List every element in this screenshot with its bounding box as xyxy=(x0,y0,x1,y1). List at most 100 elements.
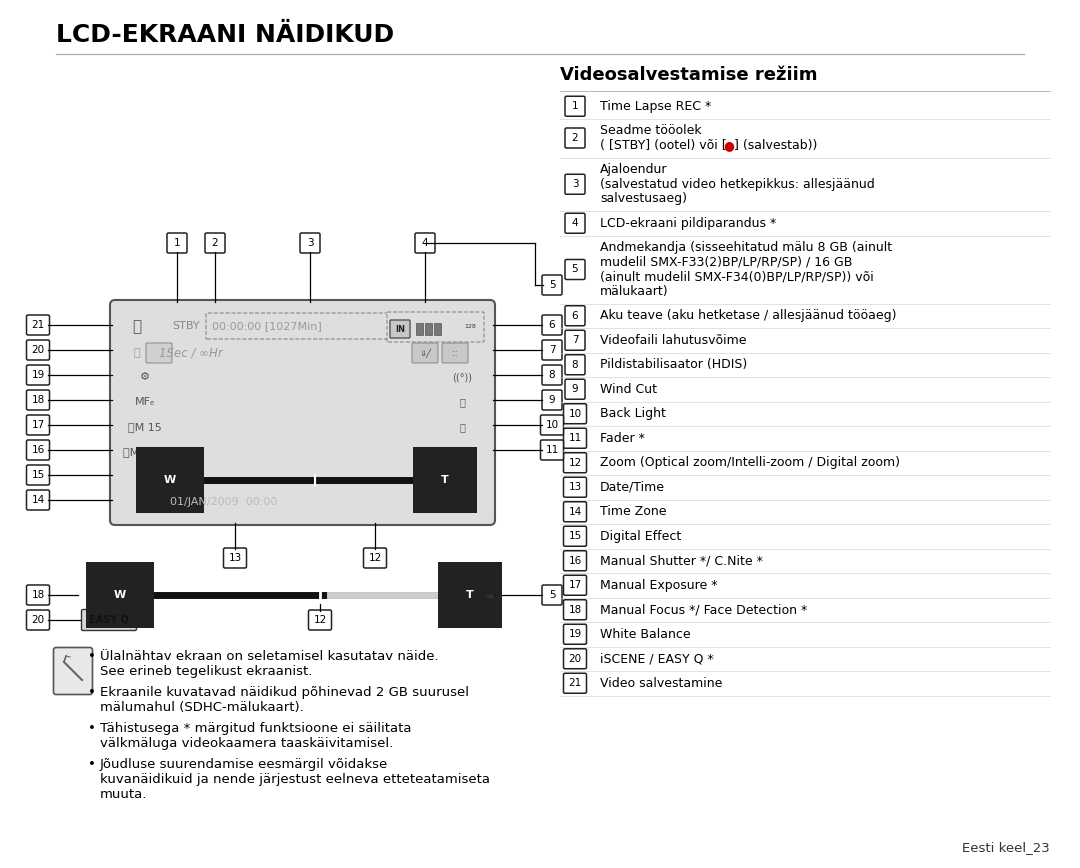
FancyBboxPatch shape xyxy=(146,343,172,363)
FancyBboxPatch shape xyxy=(540,415,564,435)
Text: 18: 18 xyxy=(568,605,582,615)
Text: ::: :: xyxy=(453,348,458,358)
Text: Digital Effect: Digital Effect xyxy=(600,529,681,542)
Text: 9: 9 xyxy=(571,385,578,394)
FancyBboxPatch shape xyxy=(540,440,564,460)
Text: Time Lapse REC *: Time Lapse REC * xyxy=(600,100,712,113)
Text: kuvanäidikuid ja nende järjestust eelneva etteteatamiseta: kuvanäidikuid ja nende järjestust eelnev… xyxy=(100,773,490,786)
Text: •: • xyxy=(87,722,96,735)
Text: 3: 3 xyxy=(307,238,313,248)
Text: Videosalvestamise režiim: Videosalvestamise režiim xyxy=(561,66,818,84)
Text: Tähistusega * märgitud funktsioone ei säilitata: Tähistusega * märgitud funktsioone ei sä… xyxy=(100,722,411,735)
Bar xyxy=(434,323,441,335)
FancyBboxPatch shape xyxy=(565,96,585,116)
FancyBboxPatch shape xyxy=(564,502,586,522)
Text: Wind Cut: Wind Cut xyxy=(600,383,657,396)
FancyBboxPatch shape xyxy=(542,585,562,605)
Text: 15: 15 xyxy=(31,470,44,480)
Text: Manual Exposure *: Manual Exposure * xyxy=(600,579,717,592)
Text: 13: 13 xyxy=(228,553,242,563)
FancyBboxPatch shape xyxy=(27,390,50,410)
Text: 20: 20 xyxy=(31,345,44,355)
Text: 10: 10 xyxy=(545,420,558,430)
Text: Seadme tööolek: Seadme tööolek xyxy=(600,124,702,137)
FancyBboxPatch shape xyxy=(565,260,585,279)
Text: Andmekandja (sisseehitatud mälu 8 GB (ainult: Andmekandja (sisseehitatud mälu 8 GB (ai… xyxy=(600,241,892,254)
Text: 01/JAN/2009  00:00: 01/JAN/2009 00:00 xyxy=(170,497,278,507)
Text: •: • xyxy=(87,758,96,771)
Text: ((°)): ((°)) xyxy=(453,372,472,382)
Text: 13: 13 xyxy=(568,483,582,492)
FancyBboxPatch shape xyxy=(27,490,50,510)
Text: (ainult mudelil SMX-F34(0)BP/LP/RP/SP)) või: (ainult mudelil SMX-F34(0)BP/LP/RP/SP)) … xyxy=(600,270,874,283)
Text: (salvestatud video hetkepikkus: allesjäänud: (salvestatud video hetkepikkus: allesjää… xyxy=(600,178,875,191)
FancyBboxPatch shape xyxy=(411,343,438,363)
Text: 16: 16 xyxy=(568,556,582,566)
Text: IN: IN xyxy=(395,325,405,333)
Text: salvestusaeg): salvestusaeg) xyxy=(600,192,687,205)
Text: mälukaart): mälukaart) xyxy=(600,285,669,298)
Text: 17: 17 xyxy=(31,420,44,430)
Text: ⏰M 1/25: ⏰M 1/25 xyxy=(123,447,167,457)
Text: 20: 20 xyxy=(568,654,581,664)
FancyBboxPatch shape xyxy=(167,233,187,253)
Text: 5: 5 xyxy=(549,590,555,600)
Text: Ülalnähtav ekraan on seletamisel kasutatav näide.: Ülalnähtav ekraan on seletamisel kasutat… xyxy=(100,650,438,663)
Text: Eesti keel_23: Eesti keel_23 xyxy=(962,841,1050,854)
Text: 📷M 15: 📷M 15 xyxy=(129,422,162,432)
Text: •: • xyxy=(87,686,96,699)
FancyBboxPatch shape xyxy=(27,415,50,435)
Text: 11: 11 xyxy=(545,445,558,455)
Text: 9: 9 xyxy=(549,395,555,405)
Text: välkmäluga videokaamera taaskäivitamisel.: välkmäluga videokaamera taaskäivitamisel… xyxy=(100,737,393,750)
Text: 1: 1 xyxy=(571,102,578,111)
Text: Ajaloendur: Ajaloendur xyxy=(600,163,667,176)
Text: 18: 18 xyxy=(31,590,44,600)
FancyBboxPatch shape xyxy=(27,365,50,385)
Text: Zoom (Optical zoom/Intelli-zoom / Digital zoom): Zoom (Optical zoom/Intelli-zoom / Digita… xyxy=(600,457,900,470)
Text: 20: 20 xyxy=(31,615,44,625)
Text: LCD-EKRAANI NÄIDIKUD: LCD-EKRAANI NÄIDIKUD xyxy=(56,23,394,47)
Text: 4: 4 xyxy=(421,238,429,248)
Text: 📰: 📰 xyxy=(459,397,464,407)
Text: 17: 17 xyxy=(568,580,582,590)
FancyBboxPatch shape xyxy=(565,306,585,326)
FancyBboxPatch shape xyxy=(564,674,586,694)
Bar xyxy=(416,323,423,335)
FancyBboxPatch shape xyxy=(542,365,562,385)
FancyBboxPatch shape xyxy=(478,584,499,606)
FancyBboxPatch shape xyxy=(565,355,585,375)
Text: 12: 12 xyxy=(313,615,326,625)
FancyBboxPatch shape xyxy=(205,233,225,253)
Text: Video salvestamine: Video salvestamine xyxy=(600,677,723,690)
Text: 2: 2 xyxy=(212,238,218,248)
Text: White Balance: White Balance xyxy=(600,628,690,641)
Text: W: W xyxy=(113,590,126,600)
FancyBboxPatch shape xyxy=(565,174,585,194)
FancyBboxPatch shape xyxy=(564,624,586,644)
Text: ⇓╱: ⇓╱ xyxy=(419,348,431,358)
Text: 4: 4 xyxy=(571,218,578,228)
Text: 3: 3 xyxy=(571,180,578,189)
FancyBboxPatch shape xyxy=(27,585,50,605)
Text: 1: 1 xyxy=(174,238,180,248)
Text: ‖‖: ‖‖ xyxy=(457,447,467,457)
FancyBboxPatch shape xyxy=(415,233,435,253)
FancyBboxPatch shape xyxy=(81,609,136,630)
Text: T: T xyxy=(441,475,449,485)
Text: Videofaili lahutusvõime: Videofaili lahutusvõime xyxy=(600,334,746,346)
Text: Fader *: Fader * xyxy=(600,431,645,444)
Text: 6: 6 xyxy=(549,320,555,330)
Text: ⚙: ⚙ xyxy=(140,472,150,482)
Text: 00:00:00 [1027Min]: 00:00:00 [1027Min] xyxy=(212,321,322,331)
Text: mälumahul (SDHC-mälukaart).: mälumahul (SDHC-mälukaart). xyxy=(100,701,303,714)
FancyBboxPatch shape xyxy=(564,404,586,424)
FancyBboxPatch shape xyxy=(442,343,468,363)
FancyBboxPatch shape xyxy=(309,610,332,630)
Text: muuta.: muuta. xyxy=(100,788,147,801)
Text: ●: ● xyxy=(723,139,734,152)
Text: 🚶: 🚶 xyxy=(87,588,96,602)
FancyBboxPatch shape xyxy=(564,526,586,546)
Text: Ekraanile kuvatavad näidikud põhinevad 2 GB suurusel: Ekraanile kuvatavad näidikud põhinevad 2… xyxy=(100,686,469,699)
Text: ⚙: ⚙ xyxy=(140,372,150,382)
